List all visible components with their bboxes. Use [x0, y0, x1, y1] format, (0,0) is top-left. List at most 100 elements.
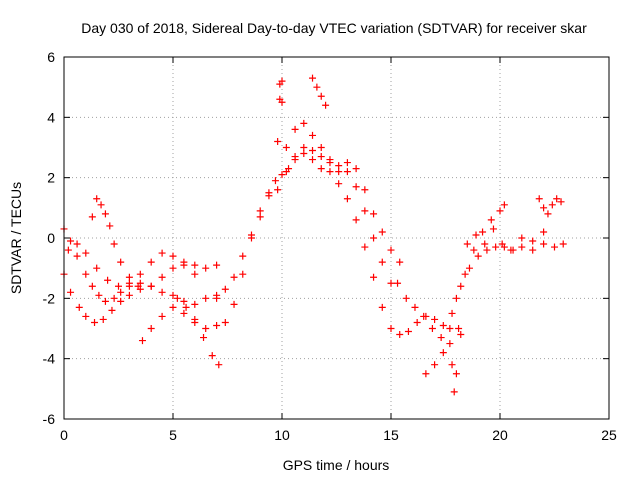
data-point: [448, 361, 456, 369]
data-point: [309, 147, 317, 155]
series-track-1: [60, 225, 221, 305]
data-point: [97, 201, 105, 209]
data-point: [317, 153, 325, 161]
data-point: [489, 225, 497, 233]
data-point: [158, 288, 166, 296]
y-tick-label: -6: [43, 411, 56, 427]
data-point: [518, 234, 526, 242]
data-point: [559, 240, 567, 248]
series-track-6: [173, 294, 223, 369]
data-point: [396, 331, 404, 339]
data-point: [291, 125, 299, 133]
data-point: [352, 165, 360, 173]
data-point: [446, 325, 454, 332]
data-point: [404, 328, 412, 336]
data-point: [457, 331, 465, 339]
data-point: [452, 294, 460, 302]
data-point: [378, 258, 386, 266]
data-point: [317, 144, 325, 151]
data-point: [313, 83, 321, 91]
data-point: [182, 303, 190, 311]
data-point: [483, 246, 491, 254]
data-point: [110, 240, 118, 248]
data-point: [265, 192, 273, 200]
data-point: [343, 168, 351, 176]
data-point: [278, 77, 286, 85]
data-point: [548, 201, 556, 209]
series-track-13: [422, 325, 465, 396]
x-tick-label: 25: [601, 427, 617, 443]
data-point: [191, 315, 199, 323]
data-point: [378, 303, 386, 311]
data-point: [387, 325, 395, 332]
data-point: [300, 119, 308, 127]
x-tick-label: 10: [274, 427, 290, 443]
data-point: [117, 258, 125, 266]
series-track-15: [463, 225, 548, 254]
series-track-4: [88, 195, 142, 290]
plot-frame: [63, 56, 610, 420]
data-point: [343, 195, 351, 203]
data-points: [60, 74, 567, 396]
data-point: [88, 282, 96, 290]
data-point: [500, 201, 508, 209]
data-point: [110, 294, 118, 302]
data-point: [455, 325, 463, 332]
data-point: [191, 270, 199, 278]
data-point: [326, 156, 334, 164]
data-point: [352, 216, 360, 224]
data-point: [147, 282, 155, 290]
y-tick-label: 2: [47, 170, 55, 186]
data-point: [101, 297, 109, 305]
data-point: [99, 315, 107, 323]
data-point: [134, 282, 142, 290]
data-point: [115, 282, 122, 290]
data-point: [282, 144, 290, 151]
data-point: [215, 361, 223, 369]
data-point: [529, 237, 537, 245]
series-track-16: [535, 195, 565, 218]
data-point: [465, 264, 473, 272]
series-track-3: [64, 240, 199, 290]
x-tick-label: 20: [492, 427, 508, 443]
data-point: [431, 361, 439, 369]
data-point: [431, 315, 439, 323]
data-point: [335, 180, 343, 188]
data-point: [82, 249, 90, 257]
data-point: [278, 98, 286, 106]
data-point: [309, 156, 317, 164]
data-point: [213, 294, 221, 302]
data-point: [470, 246, 478, 254]
data-point: [322, 101, 330, 109]
data-point: [213, 261, 221, 269]
data-point: [352, 183, 360, 191]
data-point: [73, 252, 81, 260]
data-point: [147, 258, 155, 266]
data-point: [191, 300, 199, 308]
data-point: [463, 240, 471, 248]
data-point: [158, 312, 166, 320]
series-track-8: [221, 144, 395, 326]
y-tick-label: -2: [43, 290, 56, 306]
data-point: [387, 279, 395, 287]
series-track-12: [394, 279, 463, 348]
data-point: [158, 273, 166, 281]
data-point: [498, 240, 506, 248]
data-point: [274, 137, 282, 145]
data-point: [91, 318, 99, 326]
data-point: [221, 318, 229, 326]
data-point: [180, 309, 188, 317]
data-point: [335, 162, 343, 170]
data-point: [75, 303, 83, 311]
x-axis-label: GPS time / hours: [283, 457, 390, 473]
y-tick-label: 6: [47, 49, 55, 65]
data-point: [309, 131, 317, 139]
data-point: [169, 303, 177, 311]
series-track-10: [276, 77, 286, 106]
data-point: [540, 228, 548, 236]
data-point: [169, 252, 177, 260]
data-point: [413, 318, 421, 326]
data-point: [487, 216, 495, 224]
data-point: [370, 273, 378, 281]
axis-ticks: 0 5 10 15 20 25 -6 -4 -2 0 2 4 6: [43, 49, 617, 443]
